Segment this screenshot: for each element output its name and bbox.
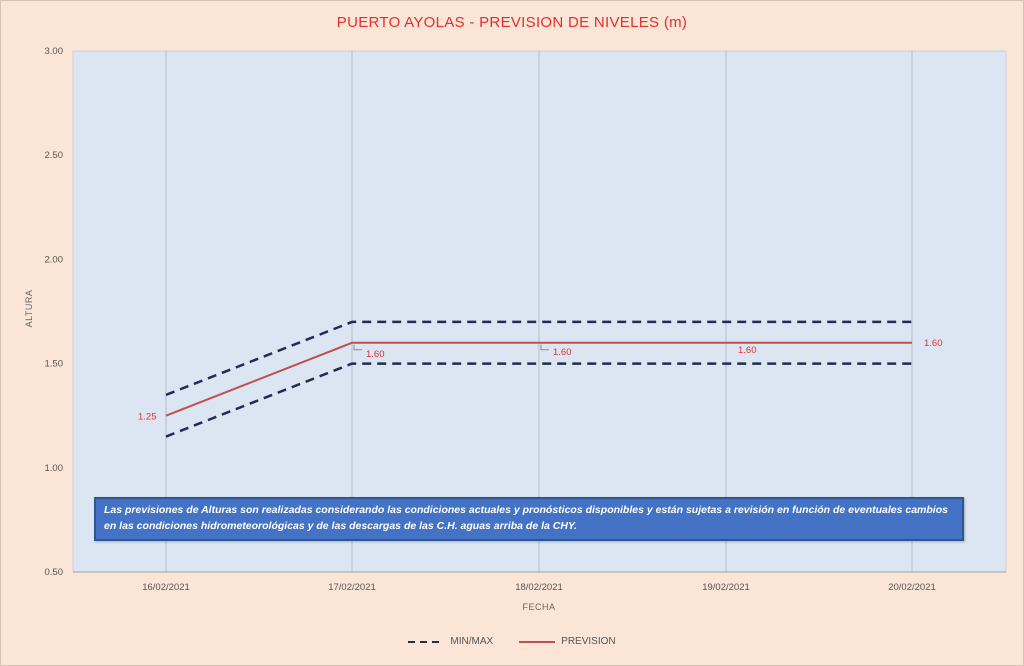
y-tick-label: 2.50 <box>45 150 64 161</box>
x-tick-label: 18/02/2021 <box>515 582 563 593</box>
data-label-leader <box>540 344 549 351</box>
y-tick-label: 2.00 <box>45 254 64 265</box>
x-tick-label: 17/02/2021 <box>328 582 376 593</box>
x-tick-label: 20/02/2021 <box>888 582 936 593</box>
legend-dashed-line-icon <box>408 640 445 643</box>
data-label-prevision: 1.60 <box>924 338 943 349</box>
y-tick-label: 1.50 <box>45 359 64 370</box>
x-axis-title: FECHA <box>522 602 555 612</box>
chart-title: PUERTO AYOLAS - PREVISION DE NIVELES (m) <box>336 14 688 31</box>
legend-label-prevision: PREVISION <box>561 636 616 647</box>
y-tick-label: 1.00 <box>45 463 64 474</box>
chart-legend: MIN/MAX PREVISION <box>0 636 1024 647</box>
data-label-leader <box>353 344 362 351</box>
data-label-prevision: 1.25 <box>138 412 157 423</box>
data-label-prevision: 1.60 <box>553 347 572 358</box>
y-tick-label: 3.00 <box>45 46 64 57</box>
legend-item-minmax: MIN/MAX <box>408 636 493 647</box>
series-line-min <box>165 362 912 438</box>
legend-solid-line-icon <box>519 640 556 643</box>
series-line-max <box>165 320 912 397</box>
y-axis-title: ALTURA <box>24 290 34 328</box>
y-tick-label: 0.50 <box>45 567 64 578</box>
legend-item-prevision: PREVISION <box>519 636 616 647</box>
x-tick-label: 19/02/2021 <box>702 582 750 593</box>
x-tick-label: 16/02/2021 <box>142 582 190 593</box>
forecast-disclaimer-box: Las previsiones de Alturas son realizada… <box>94 497 964 541</box>
data-label-prevision: 1.60 <box>366 349 385 360</box>
legend-label-minmax: MIN/MAX <box>450 636 494 647</box>
data-label-prevision: 1.60 <box>738 345 757 356</box>
